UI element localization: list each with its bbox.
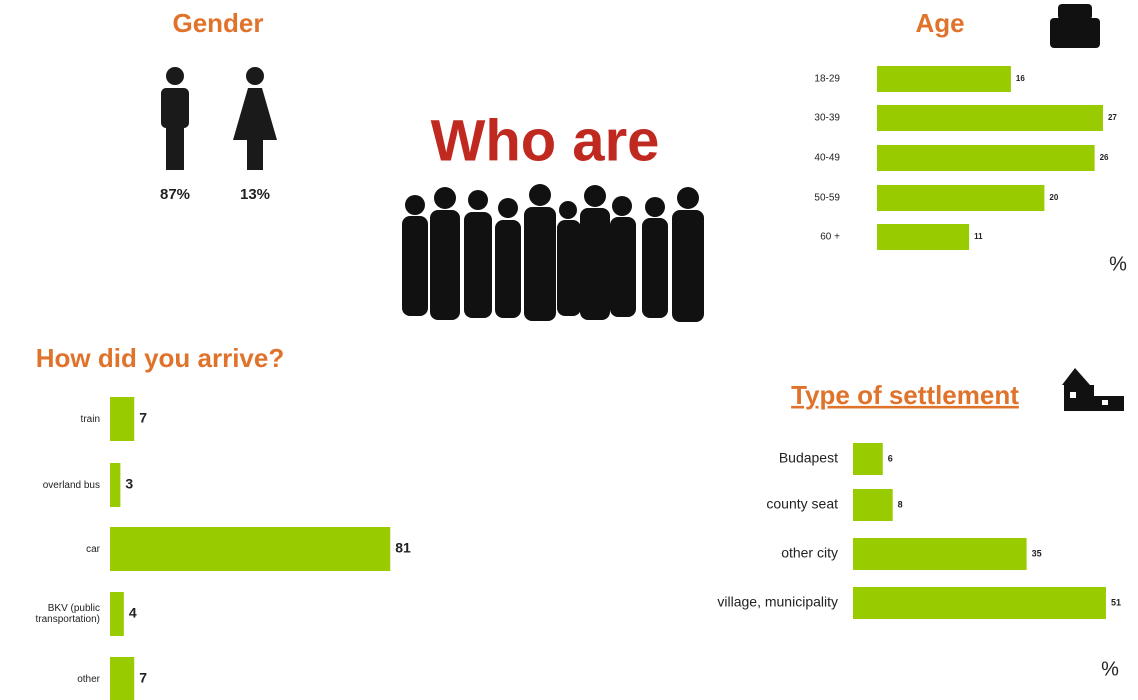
bar [853, 538, 1027, 570]
category-label: 60 + [820, 232, 840, 243]
category-label-box: car [86, 543, 100, 555]
bar-chart: 18-29 16 30-39 27 40-49 26 50-59 20 60 + 11% [814, 66, 1127, 275]
category-label: train [80, 413, 100, 425]
value-label: 6 [888, 453, 893, 463]
category-label: village, municipality [717, 594, 838, 610]
category-label: county seat [766, 496, 838, 512]
value-label: 7 [139, 410, 147, 426]
bar [877, 145, 1095, 171]
category-label: overland bus [42, 479, 100, 491]
house-icon [1062, 368, 1124, 411]
bar [110, 592, 124, 636]
man-icon-head [166, 67, 184, 85]
bar [853, 443, 883, 475]
bar-chart: Budapest 6 county seat 8 other city 35 village… [717, 443, 1121, 680]
category-label: 18-29 [814, 74, 840, 85]
chart-title: Gender [172, 8, 263, 38]
value-label: 16 [1016, 74, 1025, 83]
bar [877, 66, 1011, 92]
bar [853, 587, 1106, 619]
bar [877, 224, 970, 250]
category-label-box: other [77, 673, 100, 685]
unit-label: % [1109, 253, 1127, 275]
bar [110, 397, 135, 441]
value-label: 3 [125, 476, 133, 492]
category-label: Budapest [779, 450, 838, 466]
category-label: 50-59 [814, 193, 840, 204]
woman-icon-legs [247, 138, 263, 170]
unit-label: % [1101, 658, 1119, 680]
bar [853, 489, 893, 521]
people-silhouette [402, 184, 704, 322]
main-title: Who are [431, 108, 660, 173]
man-icon-body [161, 88, 189, 128]
bar [110, 657, 135, 700]
chart-title: Type of settlement [791, 380, 1019, 410]
value-label: 26 [1100, 153, 1109, 162]
cake-icon [1050, 4, 1100, 48]
category-label: other city [781, 545, 838, 561]
bar [877, 185, 1045, 211]
gender-icon [233, 67, 277, 170]
bar [110, 463, 121, 507]
category-label-box: train [80, 413, 100, 425]
value-label: 51 [1111, 597, 1121, 607]
gender-icon [161, 67, 189, 170]
category-label: car [86, 543, 100, 555]
category-label: 30-39 [814, 113, 840, 124]
category-label: 40-49 [814, 153, 840, 164]
value-label: 13% [240, 186, 270, 203]
woman-icon-head [246, 67, 264, 85]
category-label: BKV (public transportation) [35, 603, 100, 625]
woman-icon-dress [233, 88, 277, 140]
value-label: 20 [1049, 193, 1058, 202]
value-label: 87% [160, 186, 190, 203]
value-label: 7 [139, 670, 147, 686]
value-label: 11 [974, 232, 983, 241]
chart-title: Age [915, 8, 964, 38]
bar [877, 105, 1103, 131]
man-icon-legs [166, 124, 184, 170]
chart-title: How did you arrive? [36, 343, 285, 373]
category-label-box: overland bus [42, 479, 100, 491]
value-label: 4 [129, 605, 137, 621]
category-label: other [77, 673, 100, 685]
value-label: 35 [1032, 548, 1042, 558]
gender-chart: 87% 13% [160, 67, 277, 203]
value-label: 8 [898, 499, 903, 509]
category-label-box: BKV (public transportation) [35, 603, 100, 625]
bar [110, 527, 391, 571]
bar-chart: train 7 overland bus 3 car 81 BKV (public tran… [35, 397, 411, 700]
value-label: 81 [395, 540, 411, 556]
value-label: 27 [1108, 113, 1117, 122]
